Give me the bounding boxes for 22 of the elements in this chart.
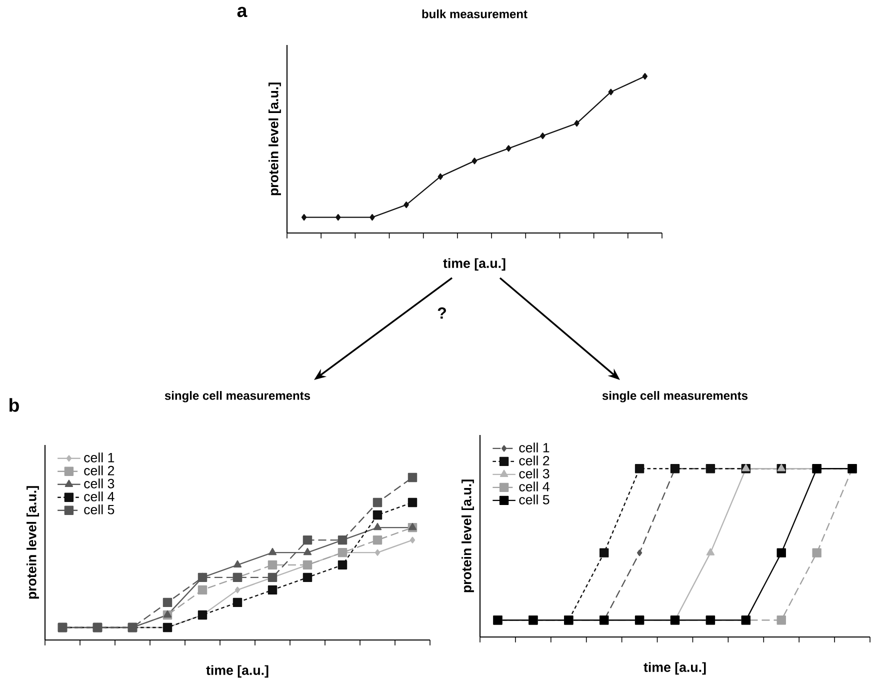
legend-label: cell 4 xyxy=(84,491,114,502)
x-axis-title: time [a.u.] xyxy=(443,258,506,271)
chart-title: bulk measurement xyxy=(422,9,528,18)
y-axis-title: protein level [a.u.] xyxy=(26,486,39,599)
legend-label: cell 5 xyxy=(84,504,114,514)
chart-title: single cell measurements xyxy=(602,391,748,402)
y-axis-title: protein level [a.u.] xyxy=(268,82,281,196)
text: b xyxy=(10,398,19,412)
text: a xyxy=(237,6,248,18)
legend-label: cell 2 xyxy=(84,466,114,476)
legend-label: cell 3 xyxy=(84,478,114,488)
legend-label: cell 1 xyxy=(519,442,550,452)
legend-label: cell 3 xyxy=(519,468,550,478)
legend-label: cell 5 xyxy=(519,494,550,504)
chart-title: single cell measurements xyxy=(164,391,310,402)
legend-label: cell 1 xyxy=(84,452,114,462)
legend-label: cell 2 xyxy=(519,456,550,466)
x-axis-title: time [a.u.] xyxy=(206,665,268,678)
y-axis-title: protein level [a.u.] xyxy=(462,480,474,592)
legend-label: cell 4 xyxy=(519,482,550,492)
x-axis-title: time [a.u.] xyxy=(644,662,706,675)
text: ? xyxy=(438,307,446,319)
